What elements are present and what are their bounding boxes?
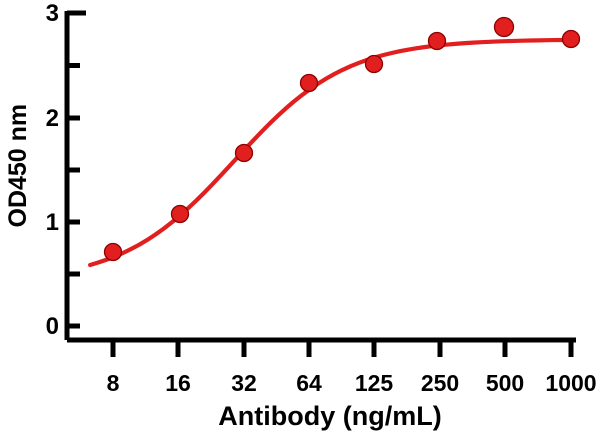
svg-text:8: 8: [107, 370, 120, 396]
svg-text:0: 0: [46, 313, 59, 340]
svg-text:125: 125: [355, 370, 394, 396]
svg-text:2: 2: [46, 105, 59, 132]
svg-text:1: 1: [46, 209, 59, 236]
svg-text:500: 500: [486, 370, 524, 396]
svg-text:64: 64: [296, 370, 322, 396]
svg-text:16: 16: [165, 370, 191, 396]
svg-text:250: 250: [421, 370, 459, 396]
svg-text:32: 32: [231, 370, 257, 396]
svg-text:1000: 1000: [545, 370, 596, 396]
svg-text:3: 3: [46, 0, 59, 27]
